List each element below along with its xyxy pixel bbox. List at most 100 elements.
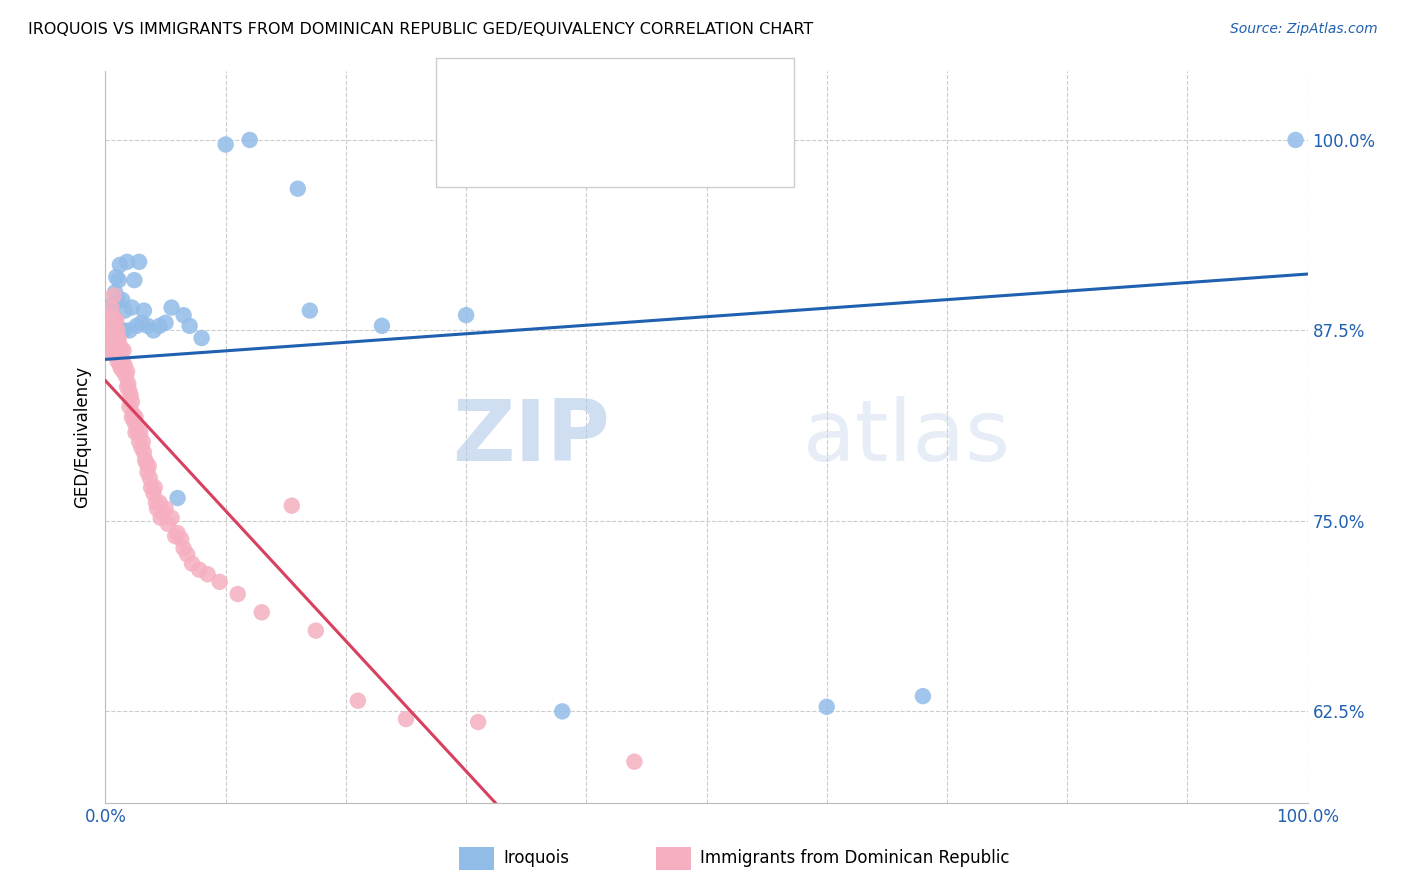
Point (117, 376, 139, 391)
Point (148, 318, 170, 333)
Point (166, 491, 188, 505)
Point (190, 331, 212, 345)
Text: R =: R = (510, 90, 544, 108)
Point (815, 699, 838, 714)
Text: Source: ZipAtlas.com: Source: ZipAtlas.com (1230, 22, 1378, 37)
Point (188, 563, 211, 577)
Point (226, 587, 249, 601)
Point (101, 323, 124, 337)
Point (131, 316, 153, 330)
Point (128, 434, 150, 449)
Point (98, 318, 121, 333)
Point (104, 285, 127, 300)
Point (114, 359, 136, 373)
Point (115, 380, 138, 394)
Point (98, 343, 121, 358)
Point (173, 541, 195, 556)
Point (107, 293, 129, 307)
Point (100, 301, 122, 315)
Point (104, 311, 127, 326)
Point (155, 501, 177, 516)
Point (149, 511, 172, 525)
Point (132, 434, 155, 449)
Point (128, 255, 150, 269)
Point (107, 354, 129, 368)
Point (110, 323, 132, 337)
Point (124, 410, 146, 425)
Point (105, 328, 128, 343)
Point (139, 480, 162, 494)
Point (305, 624, 328, 638)
Bar (458, 847, 495, 870)
Point (170, 532, 193, 546)
Point (152, 506, 174, 520)
Point (103, 328, 125, 343)
Point (100, 312, 122, 326)
Point (122, 407, 145, 421)
Point (108, 359, 131, 373)
Point (103, 312, 125, 326)
Point (395, 712, 418, 726)
Point (281, 499, 304, 513)
Point (120, 389, 142, 403)
Point (1284, 133, 1306, 147)
Point (121, 410, 143, 425)
Point (103, 318, 125, 333)
Point (105, 312, 128, 326)
Point (138, 458, 160, 473)
Point (239, 133, 262, 147)
Point (160, 511, 183, 525)
Point (110, 361, 132, 376)
Point (98, 318, 121, 333)
Point (135, 456, 157, 470)
Point (124, 415, 146, 429)
Point (125, 419, 148, 434)
Point (347, 694, 370, 708)
Text: IROQUOIS VS IMMIGRANTS FROM DOMINICAN REPUBLIC GED/EQUIVALENCY CORRELATION CHART: IROQUOIS VS IMMIGRANTS FROM DOMINICAN RE… (28, 22, 813, 37)
Text: Iroquois: Iroquois (503, 849, 569, 867)
Point (121, 395, 143, 409)
Point (623, 755, 645, 769)
Point (104, 338, 127, 352)
Point (111, 293, 134, 307)
Point (101, 334, 124, 348)
Point (143, 480, 166, 494)
Point (107, 273, 129, 287)
Point (107, 331, 129, 345)
Point (131, 441, 153, 455)
Point (124, 425, 146, 440)
Point (100, 323, 122, 337)
Point (208, 574, 231, 589)
Point (142, 486, 165, 500)
Point (115, 365, 138, 379)
Point (181, 557, 204, 571)
Point (250, 605, 273, 619)
Point (132, 445, 155, 459)
Point (108, 338, 131, 352)
Point (107, 338, 129, 352)
Point (136, 465, 159, 479)
Point (146, 501, 169, 516)
Point (98, 331, 121, 345)
Point (103, 288, 125, 302)
Point (166, 526, 188, 541)
Point (298, 303, 321, 318)
Point (114, 303, 136, 318)
Text: ZIP: ZIP (453, 395, 610, 479)
Point (371, 318, 394, 333)
Y-axis label: GED/Equivalency: GED/Equivalency (73, 366, 91, 508)
Point (115, 255, 138, 269)
Point (115, 369, 138, 384)
Point (105, 328, 128, 343)
Point (160, 301, 183, 315)
Point (101, 346, 124, 360)
Point (125, 318, 148, 333)
Point (173, 308, 195, 322)
Text: N = 44: N = 44 (654, 90, 717, 108)
Point (112, 343, 135, 358)
Text: 0.105: 0.105 (576, 90, 627, 108)
Point (156, 516, 179, 531)
Point (118, 323, 141, 337)
Point (112, 323, 135, 337)
Point (105, 270, 128, 285)
